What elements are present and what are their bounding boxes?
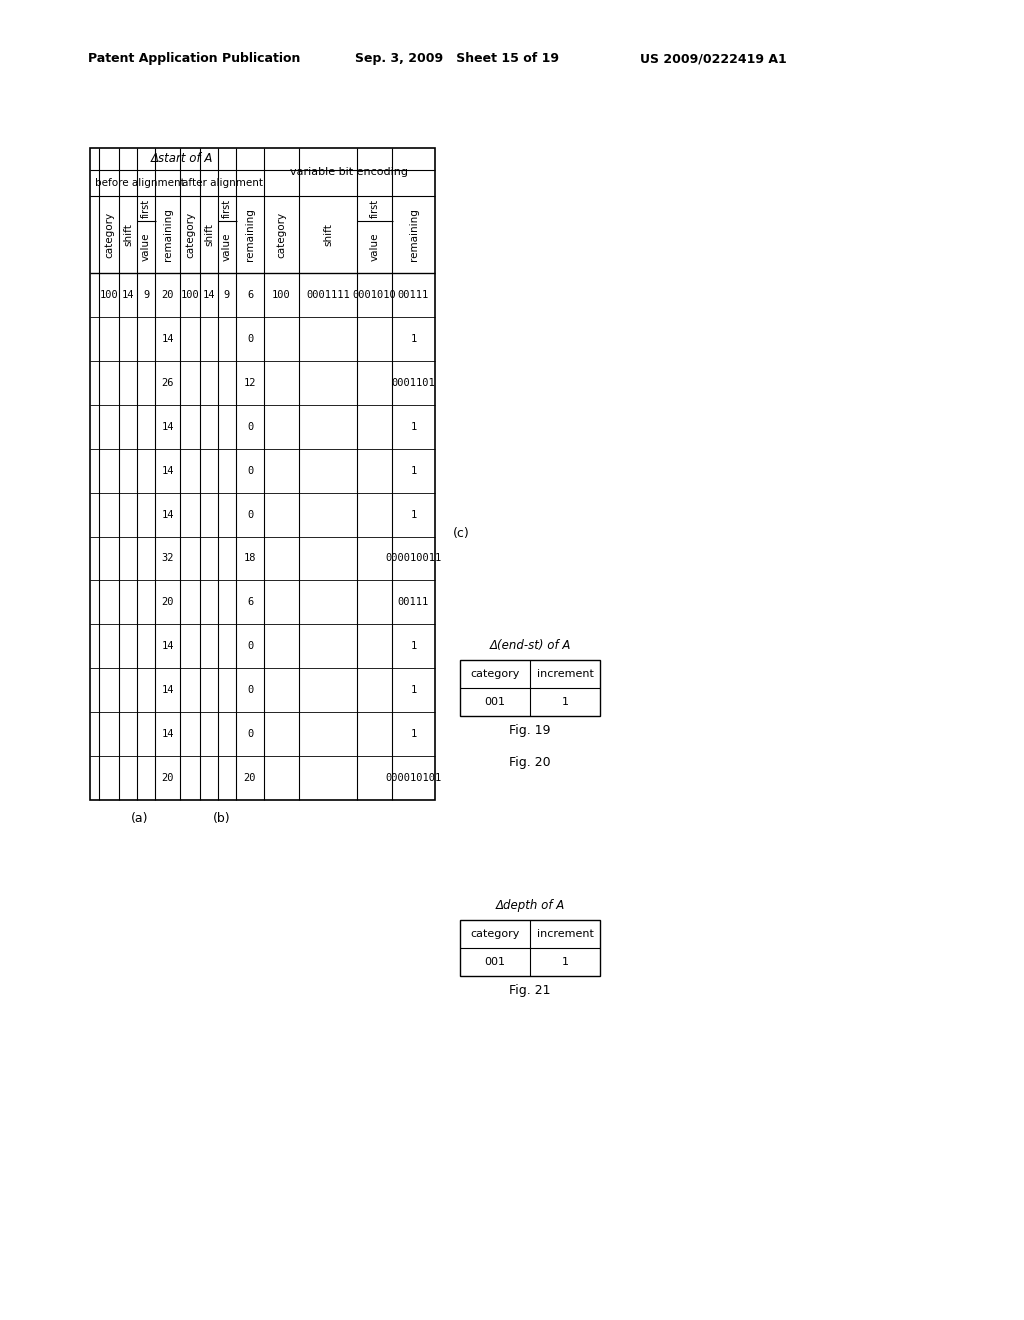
Text: 6: 6 <box>247 598 253 607</box>
Text: category: category <box>185 211 195 257</box>
Text: 9: 9 <box>143 290 150 300</box>
Text: Δdepth of A: Δdepth of A <box>496 899 564 912</box>
Text: 100: 100 <box>180 290 200 300</box>
Text: (a): (a) <box>131 812 148 825</box>
Text: 0: 0 <box>247 466 253 475</box>
Text: 14: 14 <box>203 290 215 300</box>
Text: 1: 1 <box>411 729 417 739</box>
Text: 18: 18 <box>244 553 256 564</box>
Text: Δ(end-st) of A: Δ(end-st) of A <box>489 639 570 652</box>
Text: 0: 0 <box>247 510 253 520</box>
Bar <box>460 920 600 975</box>
Text: 20: 20 <box>244 774 256 783</box>
Text: 0001010: 0001010 <box>352 290 396 300</box>
Text: Fig. 21: Fig. 21 <box>509 983 551 997</box>
Text: shift: shift <box>323 223 333 246</box>
Text: 14: 14 <box>161 729 174 739</box>
Text: 12: 12 <box>244 378 256 388</box>
Text: 26: 26 <box>161 378 174 388</box>
Text: 100: 100 <box>272 290 291 300</box>
Text: 14: 14 <box>161 642 174 651</box>
Text: 0: 0 <box>247 421 253 432</box>
Text: 000010101: 000010101 <box>385 774 441 783</box>
Text: 1: 1 <box>411 334 417 345</box>
Text: (c): (c) <box>453 527 470 540</box>
Text: 000010011: 000010011 <box>385 553 441 564</box>
Text: first: first <box>370 199 380 218</box>
Text: 14: 14 <box>161 334 174 345</box>
Text: category: category <box>276 211 287 257</box>
Text: 00111: 00111 <box>398 290 429 300</box>
Text: 20: 20 <box>161 598 174 607</box>
Text: 00111: 00111 <box>398 598 429 607</box>
Text: remaining: remaining <box>409 209 419 261</box>
Text: 0: 0 <box>247 685 253 696</box>
Text: category: category <box>104 211 114 257</box>
Text: remaining: remaining <box>245 209 255 261</box>
Text: category: category <box>470 669 520 678</box>
Text: 0: 0 <box>247 334 253 345</box>
Text: increment: increment <box>537 929 594 939</box>
Text: shift: shift <box>123 223 133 246</box>
Text: 001: 001 <box>484 697 506 708</box>
Text: 1: 1 <box>411 466 417 475</box>
Text: US 2009/0222419 A1: US 2009/0222419 A1 <box>640 51 786 65</box>
Text: remaining: remaining <box>163 209 172 261</box>
Text: (b): (b) <box>213 812 230 825</box>
Text: 1: 1 <box>561 697 568 708</box>
Text: 20: 20 <box>161 290 174 300</box>
Text: 14: 14 <box>161 685 174 696</box>
Text: after alignment: after alignment <box>181 178 262 187</box>
Text: Sep. 3, 2009   Sheet 15 of 19: Sep. 3, 2009 Sheet 15 of 19 <box>355 51 559 65</box>
Text: Δstart of A: Δstart of A <box>151 153 213 165</box>
Text: 1: 1 <box>411 642 417 651</box>
Text: variable bit encoding: variable bit encoding <box>291 168 409 177</box>
Text: value: value <box>141 232 151 261</box>
Text: 001: 001 <box>484 957 506 968</box>
Text: first: first <box>141 199 151 218</box>
Text: 14: 14 <box>161 510 174 520</box>
Text: Fig. 19: Fig. 19 <box>509 723 551 737</box>
Text: 1: 1 <box>561 957 568 968</box>
Text: Fig. 20: Fig. 20 <box>509 756 551 770</box>
Text: Patent Application Publication: Patent Application Publication <box>88 51 300 65</box>
Text: 6: 6 <box>247 290 253 300</box>
Text: 0001101: 0001101 <box>391 378 435 388</box>
Text: 1: 1 <box>411 510 417 520</box>
Text: 1: 1 <box>411 421 417 432</box>
Text: increment: increment <box>537 669 594 678</box>
Text: 100: 100 <box>99 290 119 300</box>
Text: 0: 0 <box>247 642 253 651</box>
Text: 20: 20 <box>161 774 174 783</box>
Text: 0001111: 0001111 <box>306 290 350 300</box>
Bar <box>460 660 600 715</box>
Text: 14: 14 <box>161 421 174 432</box>
Text: 0: 0 <box>247 729 253 739</box>
Text: value: value <box>370 232 380 261</box>
Text: first: first <box>222 199 232 218</box>
Text: category: category <box>470 929 520 939</box>
Text: shift: shift <box>204 223 214 246</box>
Text: value: value <box>222 232 232 261</box>
Text: 1: 1 <box>411 685 417 696</box>
Text: 32: 32 <box>161 553 174 564</box>
Text: 14: 14 <box>122 290 134 300</box>
Text: 14: 14 <box>161 466 174 475</box>
Text: before alignment: before alignment <box>94 178 184 187</box>
Text: 9: 9 <box>224 290 230 300</box>
Bar <box>90 148 435 800</box>
